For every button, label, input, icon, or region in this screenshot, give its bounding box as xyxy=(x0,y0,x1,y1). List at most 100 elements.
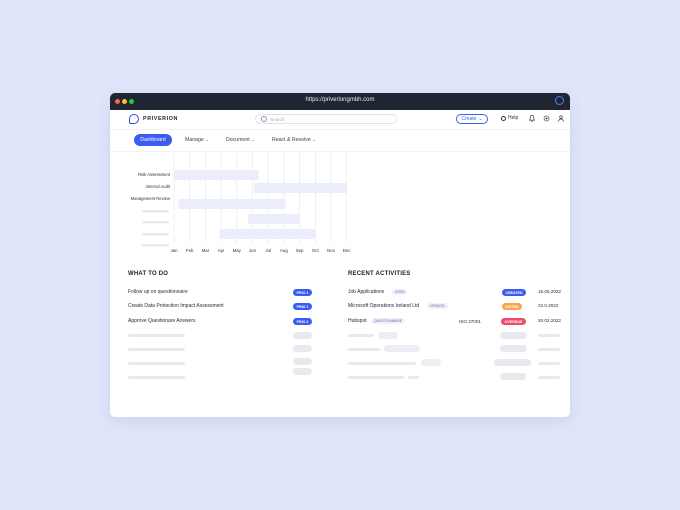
x-tick-label: Sep xyxy=(296,248,304,253)
x-tick-label: Jan xyxy=(170,248,178,253)
y-category-label: Management Review xyxy=(131,196,171,201)
status-badge: EDITED xyxy=(502,303,522,310)
create-label: Create xyxy=(461,116,477,122)
activity-name[interactable]: Hubspot xyxy=(348,318,367,324)
y-category-label: Internal Audit xyxy=(146,184,171,189)
nav-manage[interactable]: Manage ⌄ xyxy=(185,137,210,143)
chevron-down-icon: ⌄ xyxy=(251,137,256,143)
activity-tag: DOPA xyxy=(392,289,408,295)
priority-badge: PRIO 2 xyxy=(293,318,312,325)
placeholder-badge xyxy=(293,358,312,365)
placeholder-line xyxy=(348,376,404,379)
nav-document[interactable]: Document ⌄ xyxy=(226,137,255,143)
y-label-placeholder xyxy=(142,244,169,247)
chevron-down-icon: ⌄ xyxy=(312,137,317,143)
x-tick-label: Nov xyxy=(327,248,336,253)
x-tick-label: Aug xyxy=(280,248,288,253)
todo-item[interactable]: Create Data Protection Impact Assessment xyxy=(128,303,224,309)
placeholder-line xyxy=(538,362,560,365)
activity-tag: VENDOR xyxy=(427,303,448,309)
placeholder-line xyxy=(538,376,560,379)
placeholder-line xyxy=(348,348,380,351)
placeholder-line xyxy=(538,334,560,337)
x-tick-label: Jul xyxy=(265,248,271,253)
nav-document-label: Document xyxy=(226,137,250,143)
placeholder-line xyxy=(348,362,416,365)
bell-icon[interactable] xyxy=(528,115,536,124)
x-tick-label: Mar xyxy=(202,248,210,253)
browser-titlebar: https://priverlongmbh.com xyxy=(110,93,570,110)
maximize-window-button[interactable] xyxy=(129,99,134,104)
search-icon xyxy=(261,116,267,122)
gear-icon[interactable] xyxy=(543,115,550,124)
user-icon[interactable] xyxy=(558,115,564,124)
gantt-bar xyxy=(254,183,347,193)
close-window-button[interactable] xyxy=(115,99,120,104)
help-button[interactable]: Help xyxy=(501,115,518,121)
gantt-chart: Jan Feb Mar Apr May Jun Jul Aug Sep Oct Nov Dec Risk… xyxy=(131,153,352,253)
extension-icon[interactable] xyxy=(555,96,564,105)
placeholder-pill xyxy=(421,359,441,366)
activity-tag: QUESTIONNAIRE xyxy=(371,318,406,324)
placeholder-badge xyxy=(500,345,527,352)
nav-dashboard[interactable]: Dashboard xyxy=(134,134,172,146)
placeholder-line xyxy=(538,348,560,351)
y-label-placeholder xyxy=(142,233,169,236)
chevron-down-icon: ⌄ xyxy=(478,116,483,122)
priority-badge: PRIO 1 xyxy=(293,303,312,310)
todo-item[interactable]: Approve Questionare Answers xyxy=(128,318,196,324)
placeholder-line xyxy=(348,334,374,337)
placeholder-line xyxy=(408,376,419,379)
logo-icon xyxy=(129,114,139,124)
placeholder-badge xyxy=(293,345,312,352)
activity-date: 15.05.2022 xyxy=(538,289,561,294)
x-tick-label: Dec xyxy=(343,248,352,253)
activity-date: 22.0.2022 xyxy=(538,303,559,308)
placeholder-pill xyxy=(384,345,420,352)
placeholder-badge xyxy=(293,332,312,339)
y-label-placeholder xyxy=(142,210,169,213)
x-tick-label: May xyxy=(233,248,242,253)
priority-badge: PRIO 1 xyxy=(293,289,312,296)
activity-name[interactable]: Microsoft Operations Ireland Ltd xyxy=(348,303,420,309)
help-label: Help xyxy=(508,115,519,121)
placeholder-badge xyxy=(293,368,312,375)
nav-react-resolve-label: React & Resolve xyxy=(272,137,311,143)
placeholder-line xyxy=(128,376,185,379)
activity-date: 20.02.2022 xyxy=(538,318,561,323)
chevron-down-icon: ⌄ xyxy=(205,137,210,143)
placeholder-badge xyxy=(500,332,527,339)
minimize-window-button[interactable] xyxy=(122,99,127,104)
search-input[interactable]: Search xyxy=(255,114,397,124)
gantt-bar xyxy=(174,170,259,180)
placeholder-line xyxy=(128,348,185,351)
activities-title: RECENT ACTIVITIES xyxy=(348,271,411,277)
activity-name[interactable]: Job Applications xyxy=(348,289,385,295)
placeholder-pill xyxy=(378,332,398,339)
nav-manage-label: Manage xyxy=(185,137,204,143)
placeholder-badge xyxy=(500,373,526,380)
activity-extra: ISO 27001 xyxy=(459,319,481,324)
x-tick-label: Jun xyxy=(249,248,257,253)
placeholder-line xyxy=(128,362,185,365)
nav-react-resolve[interactable]: React & Resolve ⌄ xyxy=(272,137,316,143)
status-badge: OVERDUE xyxy=(501,318,526,325)
y-category-label: Risk Assessment xyxy=(138,172,171,177)
todo-title: WHAT TO DO xyxy=(128,271,169,277)
gantt-bar xyxy=(219,229,316,239)
x-tick-label: Apr xyxy=(218,248,225,253)
brand-name: PRIVERION xyxy=(143,116,179,122)
brand-logo[interactable]: PRIVERION xyxy=(129,114,178,124)
gantt-bar xyxy=(178,199,286,209)
browser-window: https://priverlongmbh.com PRIVERION Sear… xyxy=(110,93,570,417)
placeholder-badge xyxy=(494,359,531,366)
status-badge: CREATED xyxy=(502,289,526,296)
address-bar-url[interactable]: https://priverlongmbh.com xyxy=(305,97,375,103)
search-placeholder: Search xyxy=(270,116,285,122)
todo-item[interactable]: Follow up on questionnaire xyxy=(128,289,188,295)
create-button[interactable]: Create ⌄ xyxy=(456,114,488,124)
main-navigation: Dashboard Manage ⌄ Document ⌄ React & Re… xyxy=(110,130,570,152)
placeholder-line xyxy=(128,334,185,337)
x-tick-label: Feb xyxy=(186,248,194,253)
y-label-placeholder xyxy=(142,221,169,224)
